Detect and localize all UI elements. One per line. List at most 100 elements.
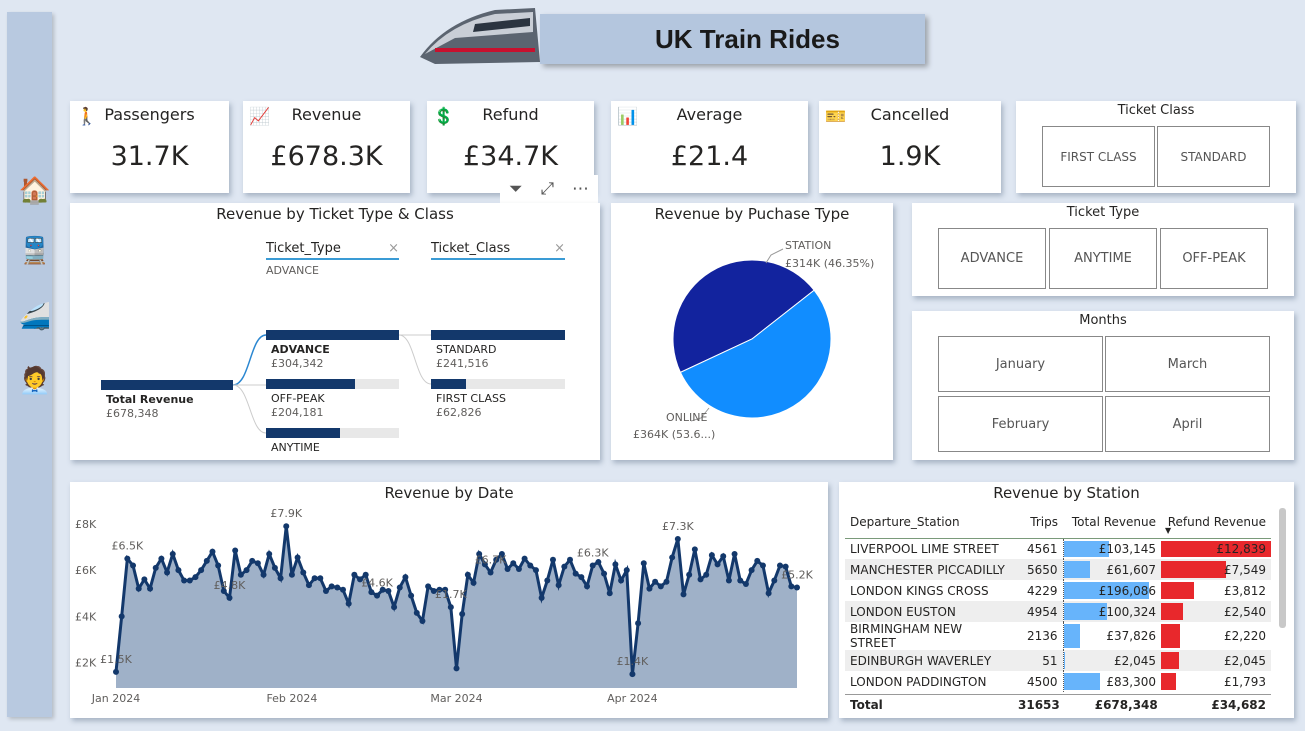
node-bar-anytime[interactable] (266, 428, 399, 438)
data-point[interactable] (374, 592, 381, 599)
node-bar-advance[interactable] (266, 330, 399, 340)
data-point[interactable] (748, 567, 755, 574)
data-point[interactable] (226, 594, 233, 601)
data-point[interactable] (215, 562, 222, 569)
slicer-option-first-class[interactable]: FIRST CLASS (1042, 126, 1155, 187)
data-point[interactable] (493, 556, 500, 563)
data-point[interactable] (759, 562, 766, 569)
data-point[interactable] (408, 592, 415, 599)
data-point[interactable] (254, 560, 261, 567)
data-point[interactable] (549, 556, 556, 563)
data-point[interactable] (351, 571, 358, 578)
data-point[interactable] (113, 668, 119, 675)
data-point[interactable] (714, 561, 721, 568)
data-point[interactable] (447, 604, 454, 611)
data-point[interactable] (794, 584, 800, 591)
data-point[interactable] (237, 571, 244, 578)
data-point[interactable] (618, 577, 625, 584)
pie-slice-online[interactable] (679, 289, 832, 419)
data-point[interactable] (572, 570, 579, 577)
data-point[interactable] (629, 671, 636, 678)
data-point[interactable] (680, 591, 687, 598)
data-point[interactable] (476, 550, 483, 557)
more-options-icon[interactable]: ⋯ (572, 179, 590, 199)
data-point[interactable] (623, 567, 630, 574)
data-point[interactable] (521, 555, 528, 562)
data-point[interactable] (203, 557, 210, 564)
scrollbar[interactable] (1279, 508, 1286, 628)
table-row[interactable]: LONDON KINGS CROSS 4229 £196,086 £3,812 (845, 580, 1271, 601)
data-point[interactable] (158, 555, 165, 562)
data-point[interactable] (561, 563, 568, 570)
data-point[interactable] (425, 583, 432, 590)
data-point[interactable] (731, 550, 738, 557)
data-point[interactable] (555, 582, 562, 589)
data-point[interactable] (708, 552, 715, 559)
data-point[interactable] (385, 587, 392, 594)
data-point[interactable] (288, 571, 295, 578)
close-icon[interactable]: × (554, 241, 565, 256)
passenger-checklist-icon[interactable]: 🧑‍💼 (18, 366, 52, 396)
data-point[interactable] (515, 565, 522, 572)
data-point[interactable] (249, 557, 256, 564)
data-point[interactable] (322, 587, 329, 594)
data-point[interactable] (271, 564, 278, 571)
data-point[interactable] (328, 583, 335, 590)
data-point[interactable] (487, 569, 494, 576)
data-point[interactable] (464, 571, 471, 578)
train-journey-icon[interactable]: 🚄 (18, 302, 52, 332)
slicer-option-january[interactable]: January (938, 336, 1103, 392)
table-row[interactable]: LIVERPOOL LIME STREET 4561 £103,145 £12,… (845, 538, 1271, 559)
data-point[interactable] (606, 590, 613, 597)
data-point[interactable] (470, 579, 477, 586)
data-point[interactable] (652, 578, 659, 585)
data-point[interactable] (124, 555, 131, 562)
data-point[interactable] (283, 523, 290, 530)
data-point[interactable] (635, 620, 642, 627)
data-point[interactable] (413, 609, 420, 616)
data-point[interactable] (368, 589, 375, 596)
data-point[interactable] (334, 584, 341, 591)
data-point[interactable] (646, 585, 653, 592)
data-point[interactable] (640, 560, 647, 567)
data-point[interactable] (436, 586, 443, 593)
data-point[interactable] (584, 583, 591, 590)
data-point[interactable] (567, 556, 573, 563)
data-point[interactable] (771, 577, 778, 584)
data-point[interactable] (300, 569, 307, 576)
table-row[interactable]: BIRMINGHAM NEW STREET 2136 £37,826 £2,22… (845, 622, 1271, 650)
data-point[interactable] (754, 557, 761, 564)
data-point[interactable] (294, 554, 301, 561)
data-point[interactable] (147, 585, 154, 592)
node-bar-off-peak[interactable] (266, 379, 399, 389)
data-point[interactable] (277, 575, 284, 582)
data-point[interactable] (130, 562, 137, 569)
data-point[interactable] (186, 577, 193, 584)
data-point[interactable] (782, 563, 789, 570)
data-point[interactable] (657, 583, 664, 590)
data-point[interactable] (742, 581, 749, 588)
table-row[interactable]: LONDON PADDINGTON 4500 £83,300 £1,793 (845, 671, 1271, 692)
data-point[interactable] (192, 574, 199, 581)
data-point[interactable] (198, 567, 205, 574)
data-point[interactable] (612, 561, 619, 568)
data-point[interactable] (391, 604, 398, 611)
node-bar-first-class[interactable] (431, 379, 565, 389)
data-point[interactable] (481, 561, 488, 568)
data-point[interactable] (720, 553, 727, 560)
data-point[interactable] (118, 613, 125, 620)
data-point[interactable] (379, 586, 386, 593)
data-point[interactable] (589, 562, 596, 569)
table-row[interactable]: MANCHESTER PICCADILLY 5650 £61,607 £7,54… (845, 559, 1271, 580)
data-point[interactable] (669, 554, 676, 561)
data-point[interactable] (595, 559, 602, 566)
close-icon[interactable]: × (388, 241, 399, 256)
data-point[interactable] (362, 571, 369, 578)
slicer-option-april[interactable]: April (1105, 396, 1270, 452)
data-point[interactable] (311, 575, 318, 582)
data-point[interactable] (538, 594, 545, 601)
data-point[interactable] (135, 585, 142, 592)
data-point[interactable] (305, 582, 312, 589)
slicer-option-march[interactable]: March (1105, 336, 1270, 392)
data-point[interactable] (674, 535, 681, 542)
